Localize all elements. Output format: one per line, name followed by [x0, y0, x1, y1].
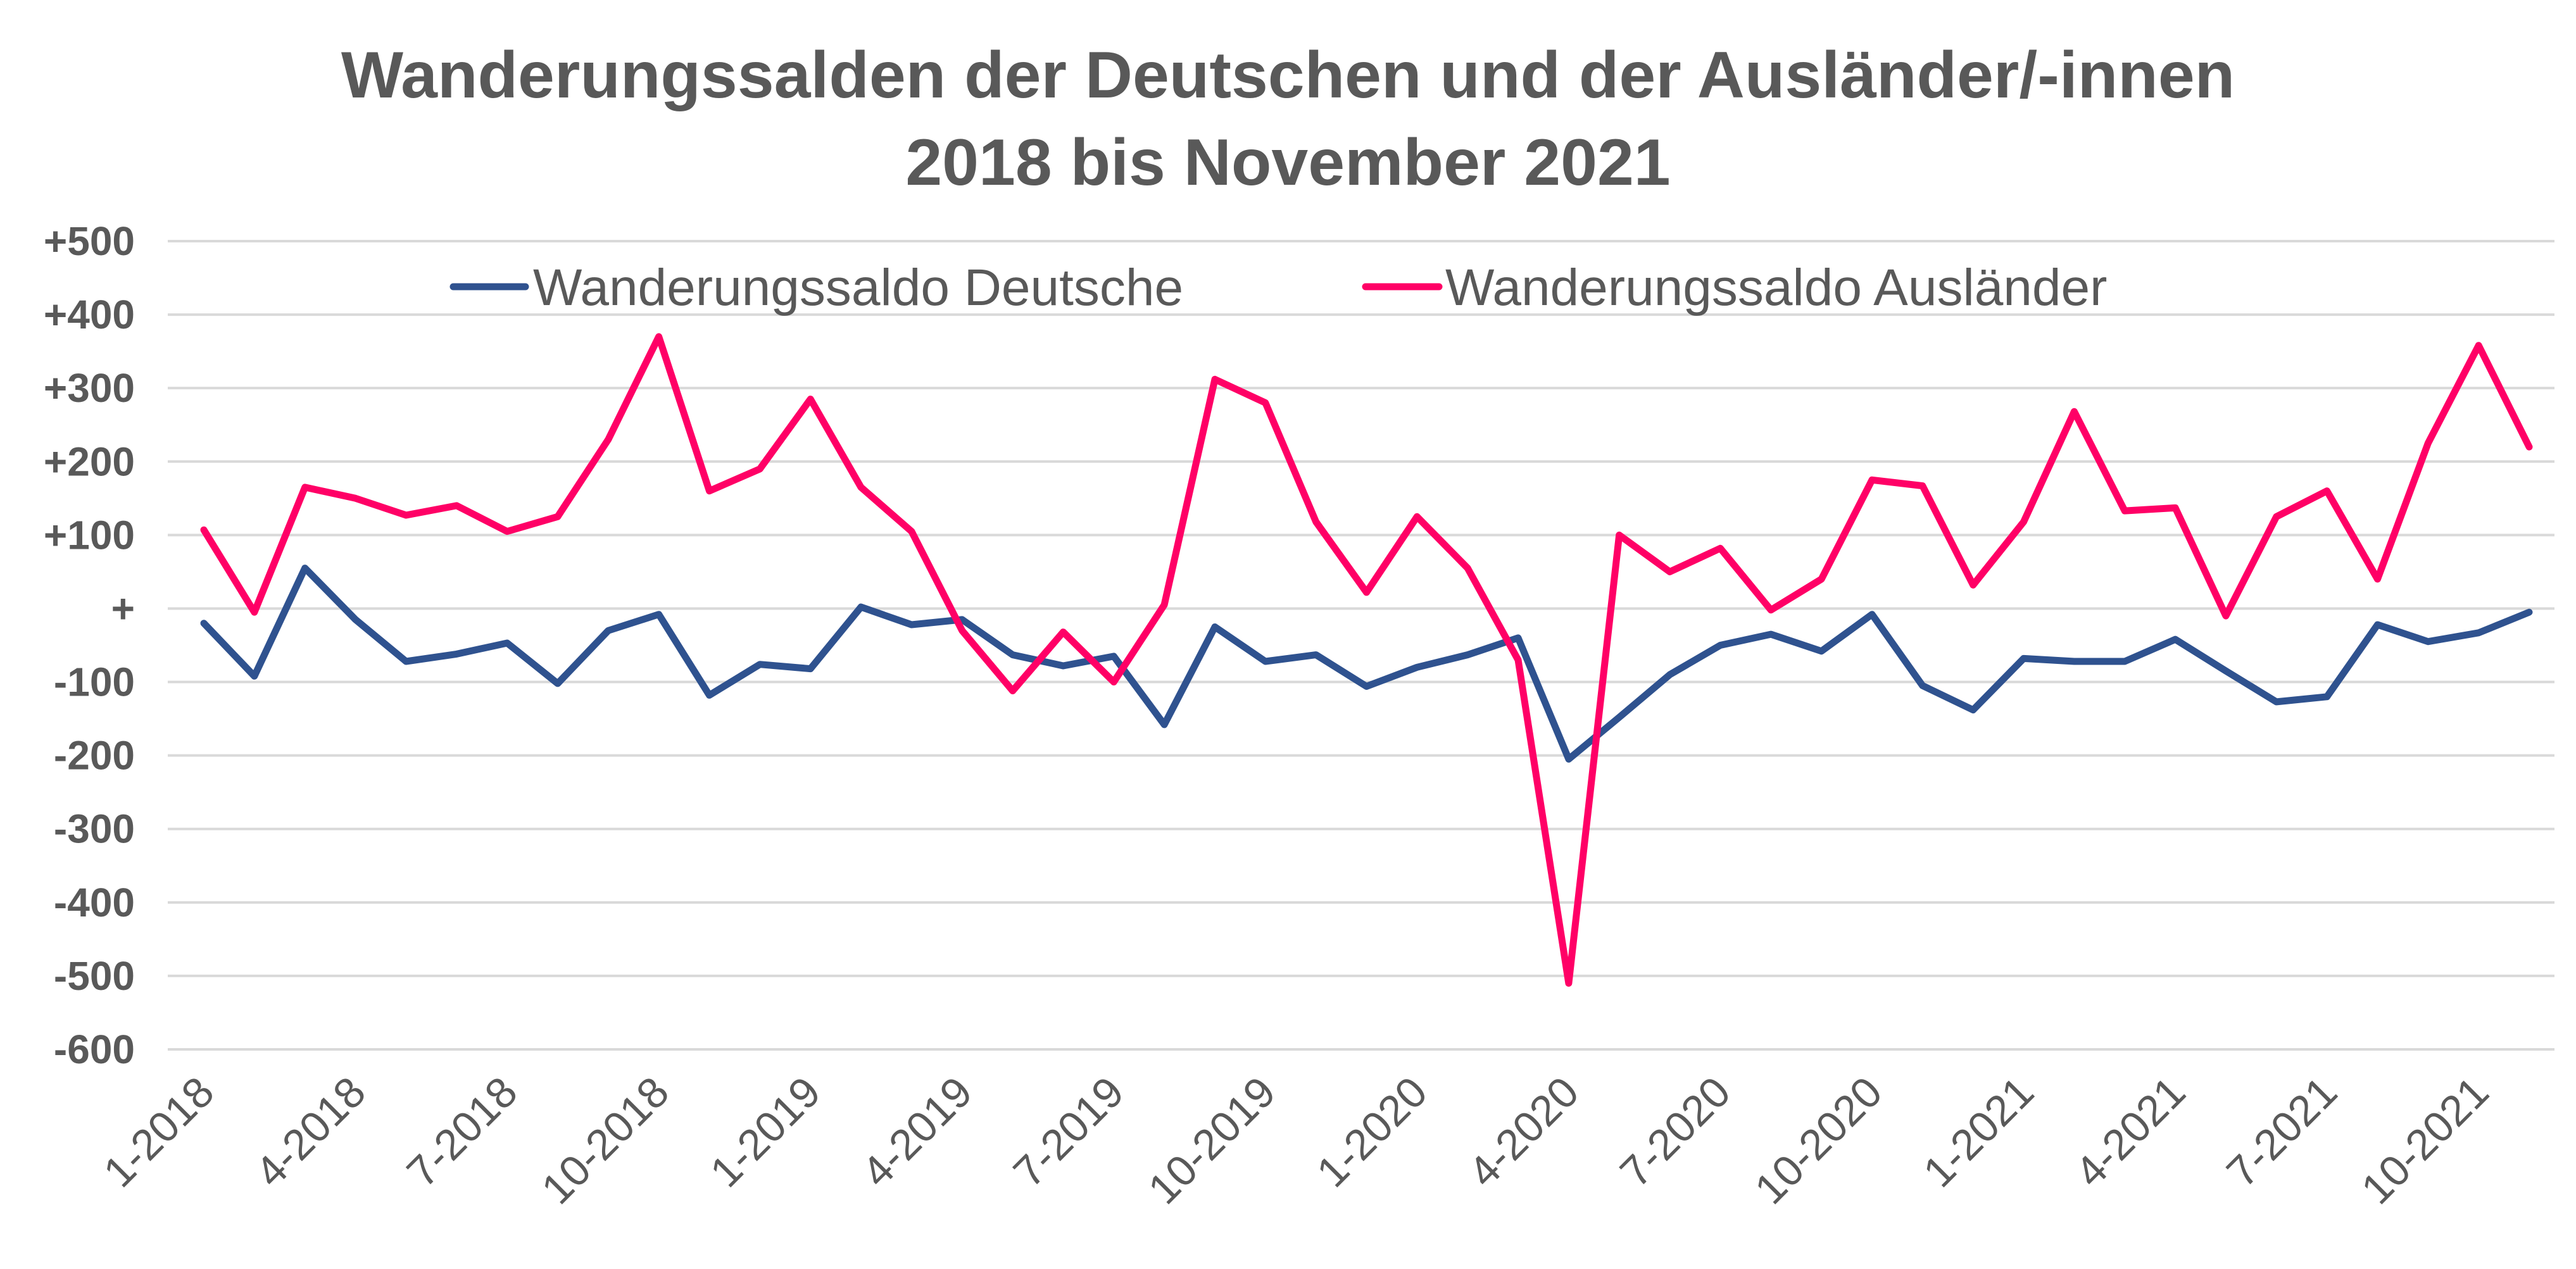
x-tick-label: 7-2019	[1004, 1068, 1133, 1196]
y-axis-tick-labels: +500 +400 +300 +200 +100 + -100 -200 -300 -400 -50…	[44, 218, 135, 1072]
x-tick-label: 7-2020	[1611, 1068, 1740, 1196]
chart-title-line-2: 2018 bis November 2021	[905, 126, 1671, 199]
chart-title-line-1: Wanderungssalden der Deutschen und der A…	[341, 39, 2235, 112]
x-axis-tick-labels: 1-2018 4-2018 7-2018 10-2018 1-2019 4-2019 7-2…	[94, 1068, 2498, 1213]
x-tick-label: 10-2020	[1745, 1068, 1891, 1213]
y-tick-label: +300	[44, 365, 135, 411]
y-tick-label: -600	[54, 1027, 135, 1072]
x-tick-label: 1-2019	[701, 1068, 829, 1196]
series-lines	[200, 333, 2533, 987]
chart-title: Wanderungssalden der Deutschen und der A…	[0, 32, 2576, 206]
x-tick-label: 1-2021	[1914, 1068, 2043, 1196]
legend-label-2: Wanderungssaldo Ausländer	[1445, 259, 2107, 316]
y-tick-label: +	[111, 585, 135, 631]
x-tick-label: 4-2020	[1459, 1068, 1588, 1196]
y-tick-label: +400	[44, 292, 135, 337]
x-tick-label: 7-2021	[2218, 1068, 2346, 1196]
y-tick-label: +200	[44, 439, 135, 484]
series-line-1	[200, 565, 2533, 763]
y-tick-label: -100	[54, 660, 135, 705]
y-tick-label: -500	[54, 953, 135, 999]
x-tick-label: 1-2018	[94, 1068, 223, 1196]
series-line-2	[200, 333, 2533, 987]
y-tick-label: -400	[54, 880, 135, 925]
y-tick-label: +100	[44, 512, 135, 558]
legend: Wanderungssaldo Deutsche Wanderungssaldo …	[449, 259, 2107, 316]
x-tick-label: 7-2018	[398, 1068, 526, 1196]
x-tick-label: 10-2019	[1139, 1068, 1285, 1213]
x-tick-label: 4-2021	[2066, 1068, 2194, 1196]
x-tick-label: 10-2021	[2353, 1068, 2498, 1213]
x-tick-label: 10-2018	[532, 1068, 678, 1213]
y-tick-label: -200	[54, 733, 135, 778]
gridlines	[168, 240, 2554, 1051]
y-tick-label: +500	[44, 218, 135, 264]
x-tick-label: 1-2020	[1307, 1068, 1436, 1196]
y-tick-label: -300	[54, 806, 135, 852]
x-tick-label: 4-2018	[246, 1068, 375, 1196]
legend-label-1: Wanderungssaldo Deutsche	[533, 259, 1183, 316]
x-tick-label: 4-2019	[853, 1068, 981, 1196]
